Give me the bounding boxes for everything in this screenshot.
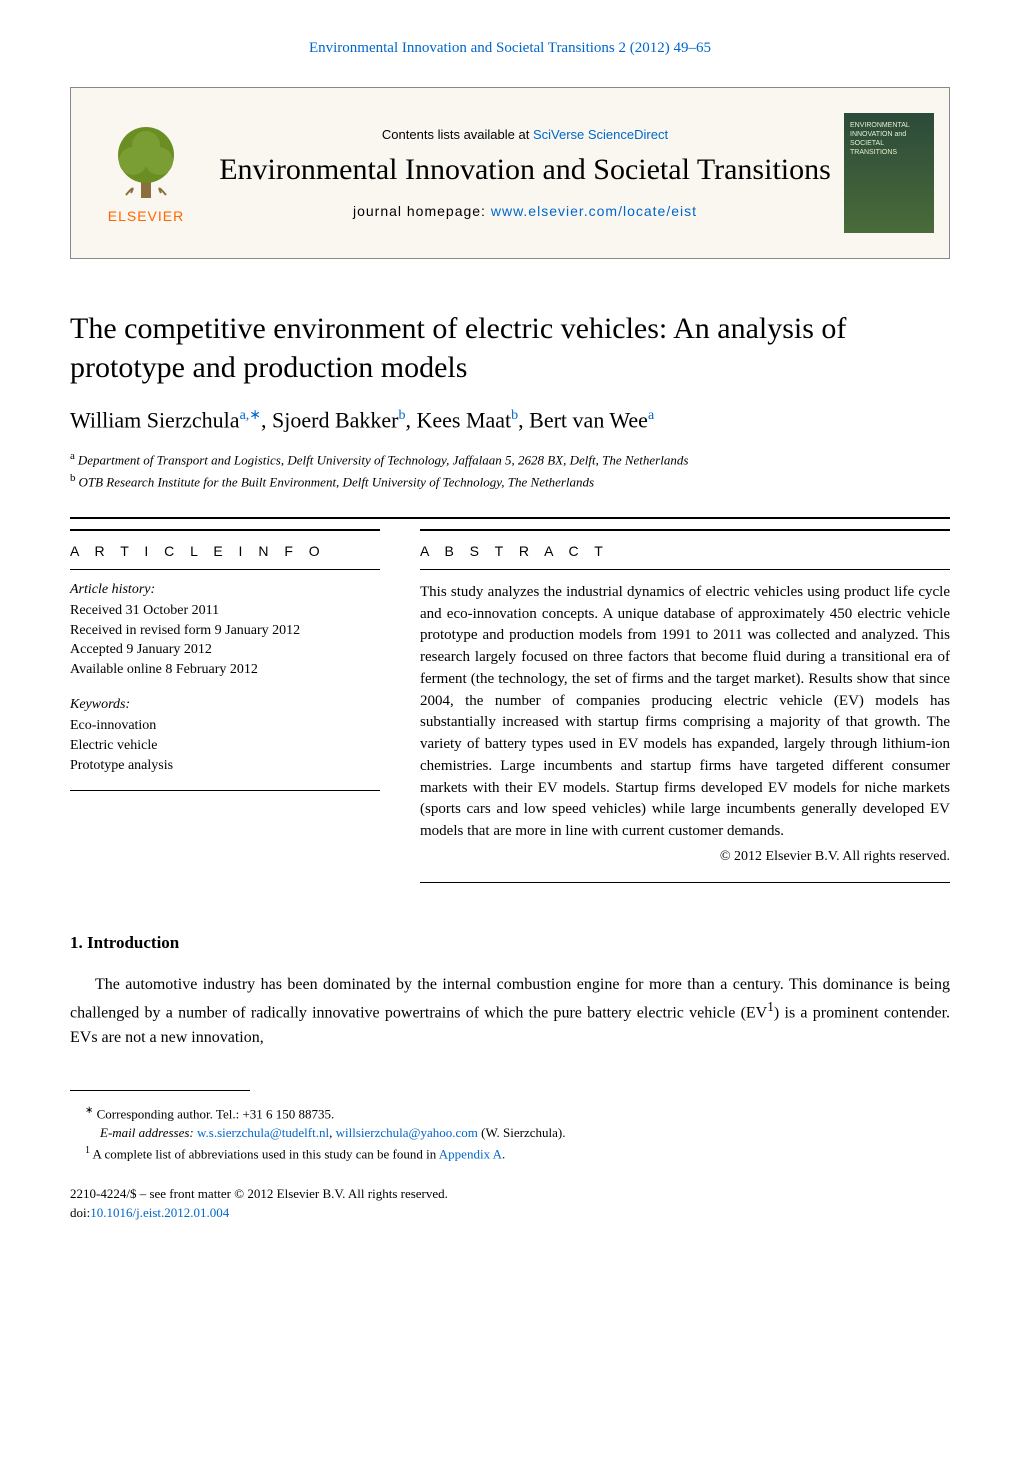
author-1-sup: a,∗ — [240, 408, 261, 423]
history-received: Received 31 October 2011 — [70, 601, 380, 621]
footnote-1: 1 A complete list of abbreviations used … — [70, 1143, 950, 1164]
introduction-paragraph: The automotive industry has been dominat… — [70, 973, 950, 1049]
email-label: E-mail addresses: — [100, 1125, 197, 1140]
abstract-text: This study analyzes the industrial dynam… — [420, 582, 950, 883]
article-info-bottom-rule — [70, 790, 380, 791]
affiliations: aDepartment of Transport and Logistics, … — [70, 448, 950, 492]
keyword-2: Electric vehicle — [70, 736, 380, 756]
issn-line: 2210-4224/$ – see front matter © 2012 El… — [70, 1184, 950, 1204]
keyword-3: Prototype analysis — [70, 756, 380, 776]
header-center: Contents lists available at SciVerse Sci… — [206, 127, 844, 219]
doi-line: doi:10.1016/j.eist.2012.01.004 — [70, 1203, 950, 1223]
history-online: Available online 8 February 2012 — [70, 660, 380, 680]
abstract-heading: A B S T R A C T — [420, 529, 950, 570]
aff-b-sup: b — [70, 472, 76, 484]
corr-text: Corresponding author. Tel.: +31 6 150 88… — [93, 1106, 334, 1121]
history-label: Article history: — [70, 582, 380, 598]
journal-cover-thumbnail: ENVIRONMENTAL INNOVATION and SOCIETAL TR… — [844, 113, 934, 233]
fn1-appendix-link[interactable]: Appendix A — [439, 1146, 502, 1161]
fn1-suffix: . — [502, 1146, 505, 1161]
footnote-rule — [70, 1090, 250, 1091]
homepage-prefix: journal homepage: — [353, 203, 491, 219]
doi-link[interactable]: 10.1016/j.eist.2012.01.004 — [90, 1205, 229, 1220]
author-4: , Bert van Wee — [518, 407, 648, 432]
cover-text-3: SOCIETAL TRANSITIONS — [850, 139, 928, 157]
history-revised: Received in revised form 9 January 2012 — [70, 621, 380, 641]
author-list: William Sierzchulaa,∗, Sjoerd Bakkerb, K… — [70, 407, 950, 433]
journal-title: Environmental Innovation and Societal Tr… — [216, 152, 834, 188]
keyword-1: Eco-innovation — [70, 716, 380, 736]
email-1-link[interactable]: w.s.sierzchula@tudelft.nl — [197, 1125, 329, 1140]
history-accepted: Accepted 9 January 2012 — [70, 640, 380, 660]
fn1-text: A complete list of abbreviations used in… — [90, 1146, 439, 1161]
divider-above-info — [70, 517, 950, 519]
aff-a-sup: a — [70, 450, 75, 462]
abstract-body: This study analyzes the industrial dynam… — [420, 584, 950, 839]
introduction-heading: 1. Introduction — [70, 933, 950, 953]
aff-a-text: Department of Transport and Logistics, D… — [78, 453, 689, 468]
cover-text-1: ENVIRONMENTAL — [850, 121, 928, 130]
abstract-copyright: © 2012 Elsevier B.V. All rights reserved… — [420, 847, 950, 867]
affiliation-b: bOTB Research Institute for the Built En… — [70, 470, 950, 492]
contents-available-line: Contents lists available at SciVerse Sci… — [216, 127, 834, 142]
keywords-block: Keywords: Eco-innovation Electric vehicl… — [70, 697, 380, 775]
abstract-column: A B S T R A C T This study analyzes the … — [420, 529, 950, 883]
footnote-email: E-mail addresses: w.s.sierzchula@tudelft… — [70, 1123, 950, 1143]
author-2: , Sjoerd Bakker — [261, 407, 398, 432]
running-header-link[interactable]: Environmental Innovation and Societal Tr… — [309, 40, 711, 56]
journal-homepage-line: journal homepage: www.elsevier.com/locat… — [216, 203, 834, 219]
author-3: , Kees Maat — [405, 407, 511, 432]
article-info-heading: A R T I C L E I N F O — [70, 529, 380, 570]
paper-title: The competitive environment of electric … — [70, 309, 950, 387]
aff-b-text: OTB Research Institute for the Built Env… — [79, 474, 595, 489]
running-header: Environmental Innovation and Societal Tr… — [70, 40, 950, 57]
elsevier-wordmark: ELSEVIER — [108, 208, 184, 224]
footer-meta: 2210-4224/$ – see front matter © 2012 El… — [70, 1184, 950, 1223]
footnote-corresponding: ∗ Corresponding author. Tel.: +31 6 150 … — [70, 1103, 950, 1124]
author-1: William Sierzchula — [70, 407, 240, 432]
contents-prefix: Contents lists available at — [382, 127, 533, 142]
homepage-link[interactable]: www.elsevier.com/locate/eist — [491, 203, 697, 219]
elsevier-logo: ELSEVIER — [86, 103, 206, 243]
journal-header-box: ELSEVIER Contents lists available at Sci… — [70, 87, 950, 259]
cover-text-2: INNOVATION and — [850, 130, 928, 139]
keywords-label: Keywords: — [70, 697, 380, 713]
intro-sup-1: 1 — [767, 999, 774, 1014]
author-4-sup: a — [648, 408, 654, 423]
email-2-link[interactable]: willsierzchula@yahoo.com — [336, 1125, 478, 1140]
article-history-block: Article history: Received 31 October 201… — [70, 582, 380, 679]
doi-prefix: doi: — [70, 1205, 90, 1220]
elsevier-tree-icon — [111, 123, 181, 203]
article-info-column: A R T I C L E I N F O Article history: R… — [70, 529, 380, 883]
sciencedirect-link[interactable]: SciVerse ScienceDirect — [533, 127, 668, 142]
affiliation-a: aDepartment of Transport and Logistics, … — [70, 448, 950, 470]
info-abstract-row: A R T I C L E I N F O Article history: R… — [70, 529, 950, 883]
email-author: (W. Sierzchula). — [478, 1125, 566, 1140]
